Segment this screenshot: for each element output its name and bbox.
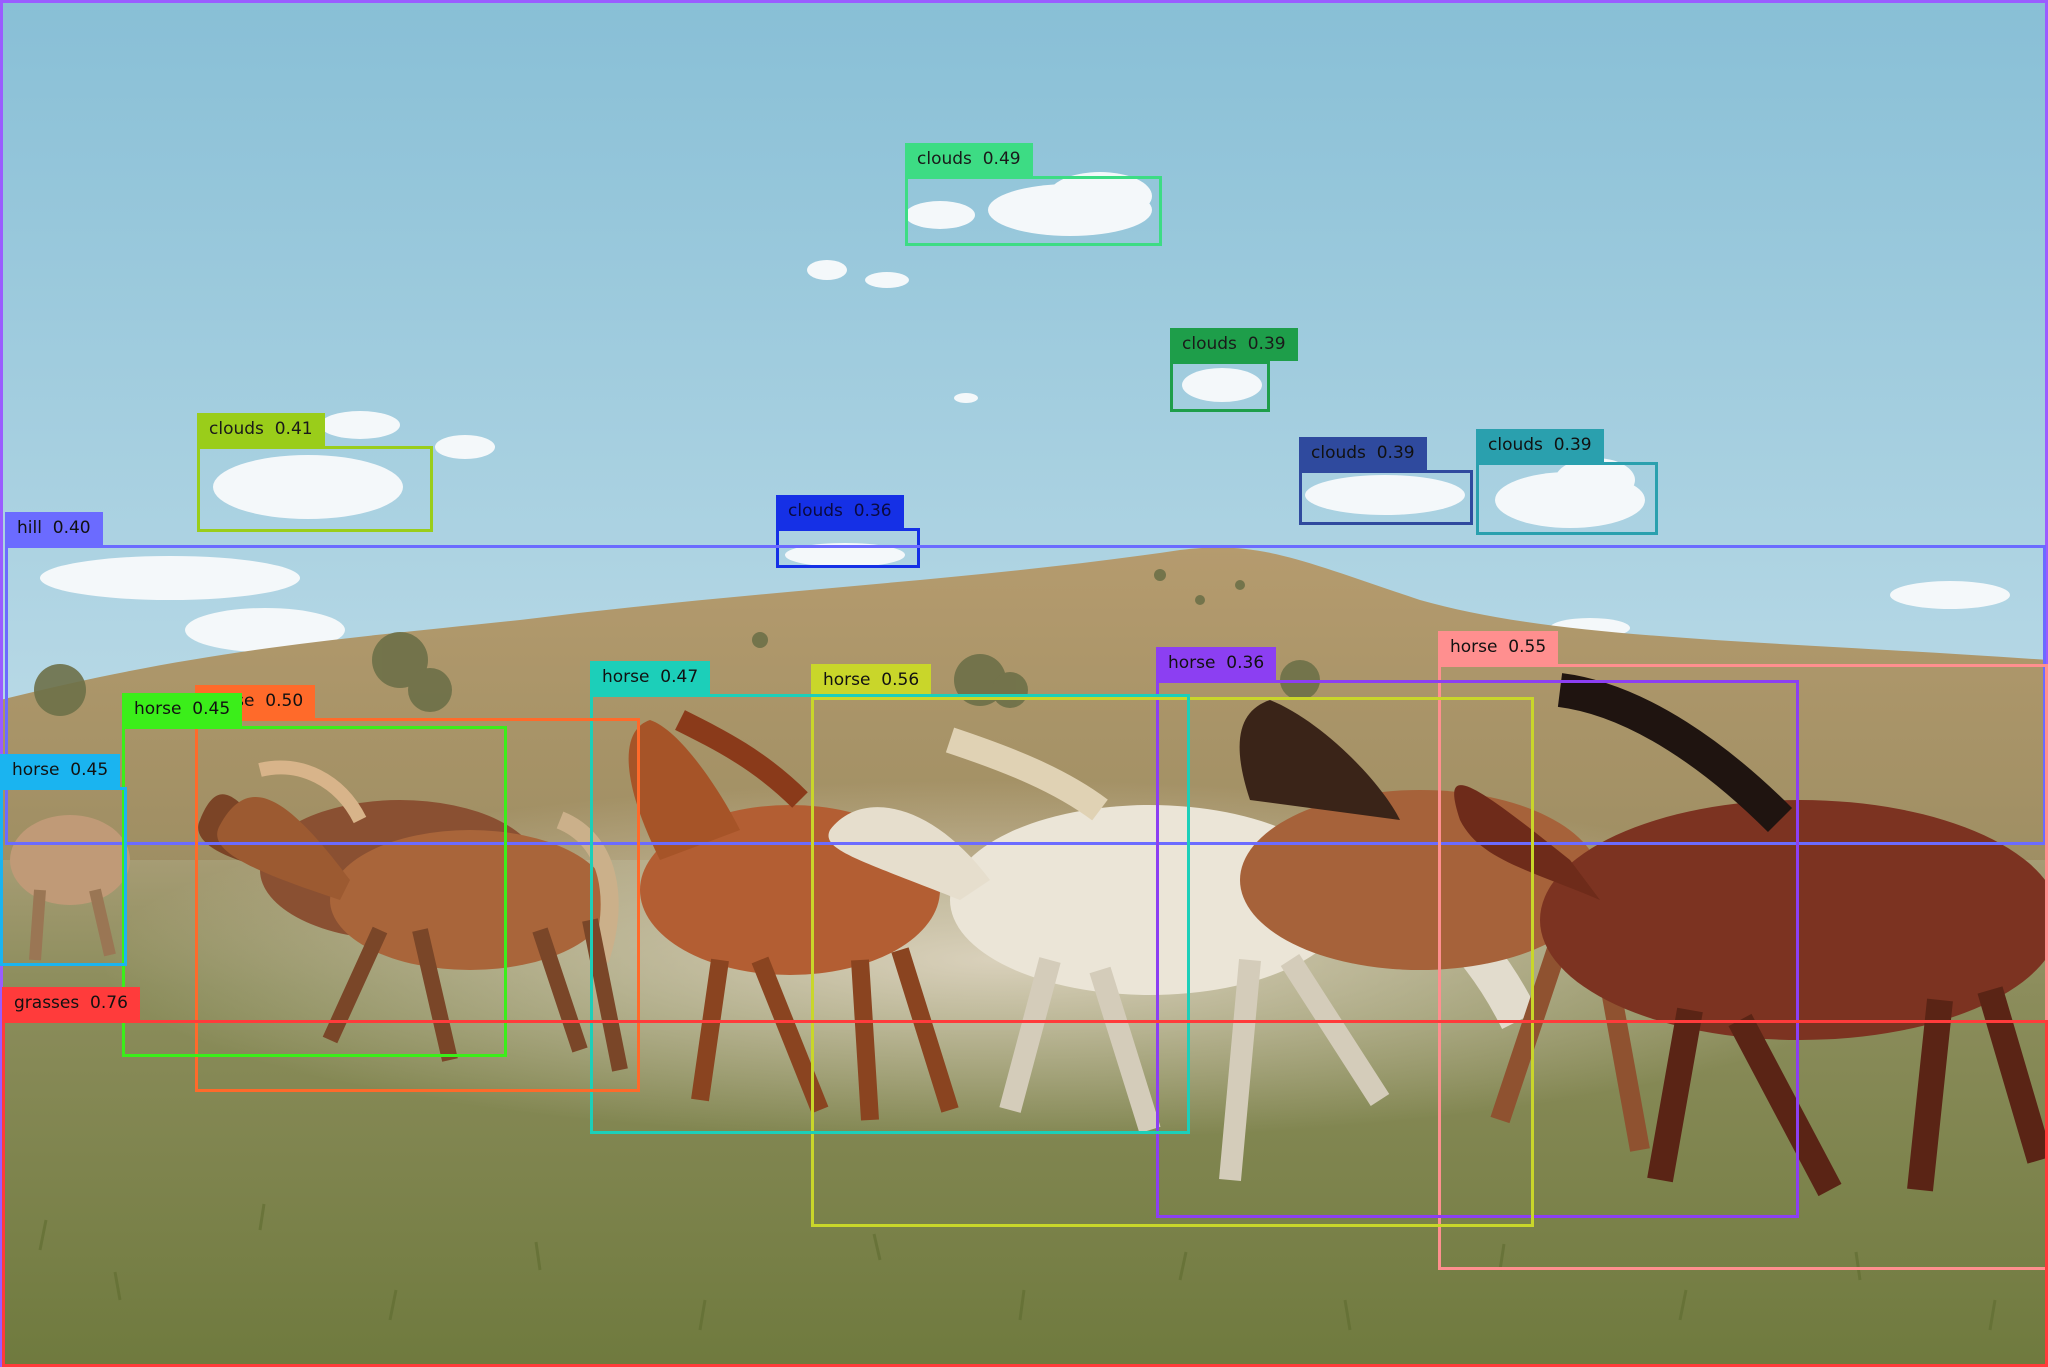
detection-box-clouds: clouds 0.41 — [197, 413, 433, 532]
detection-box-horse: horse 0.45 — [0, 754, 127, 966]
detection-label: horse 0.45 — [0, 754, 121, 787]
detection-box-clouds: clouds 0.49 — [905, 143, 1162, 246]
detection-box-clouds: clouds 0.39 — [1299, 437, 1473, 525]
detection-label: clouds 0.39 — [1170, 328, 1298, 361]
detection-label: clouds 0.49 — [905, 143, 1033, 176]
horses — [10, 673, 2048, 1197]
detection-label: horse 0.45 — [122, 693, 243, 726]
detection-label: horse 0.36 — [1156, 647, 1277, 680]
detection-label: clouds 0.36 — [776, 495, 904, 528]
detection-label: clouds 0.39 — [1476, 429, 1604, 462]
detection-box-grasses: grasses 0.76 — [2, 987, 2048, 1367]
detection-box-horse: horse 0.47 — [590, 661, 1190, 1134]
detection-label: horse 0.47 — [590, 661, 711, 694]
detection-box-hill: hill 0.40 — [5, 512, 2046, 845]
detection-label: clouds 0.39 — [1299, 437, 1427, 470]
detection-box-clouds: clouds 0.39 — [1170, 328, 1298, 412]
grass-tufts — [38, 1203, 1997, 1331]
detection-box-clouds: clouds 0.36 — [776, 495, 920, 568]
detection-label: grasses 0.76 — [2, 987, 140, 1020]
detection-label: hill 0.40 — [5, 512, 103, 545]
detection-box-horse: horse 0.36 — [1156, 647, 1799, 1218]
detection-label: clouds 0.41 — [197, 413, 325, 446]
detection-box-clouds: clouds 0.39 — [1476, 429, 1658, 535]
detection-label: horse 0.56 — [811, 664, 932, 697]
cloud-shapes — [40, 172, 2010, 652]
detection-box-horse: horse 0.45 — [122, 693, 507, 1057]
detection-label: horse 0.55 — [1438, 631, 1559, 664]
detection-box-horse: horse 0.55 — [1438, 631, 2048, 1270]
detection-box-horse: horse 0.56 — [811, 664, 1534, 1227]
